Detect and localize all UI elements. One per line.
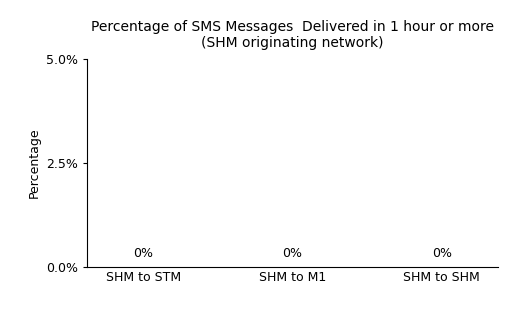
Title: Percentage of SMS Messages  Delivered in 1 hour or more
(SHM originating network: Percentage of SMS Messages Delivered in …	[91, 20, 494, 50]
Text: 0%: 0%	[283, 247, 302, 260]
Y-axis label: Percentage: Percentage	[28, 127, 41, 198]
Text: 0%: 0%	[431, 247, 451, 260]
Text: 0%: 0%	[133, 247, 153, 260]
